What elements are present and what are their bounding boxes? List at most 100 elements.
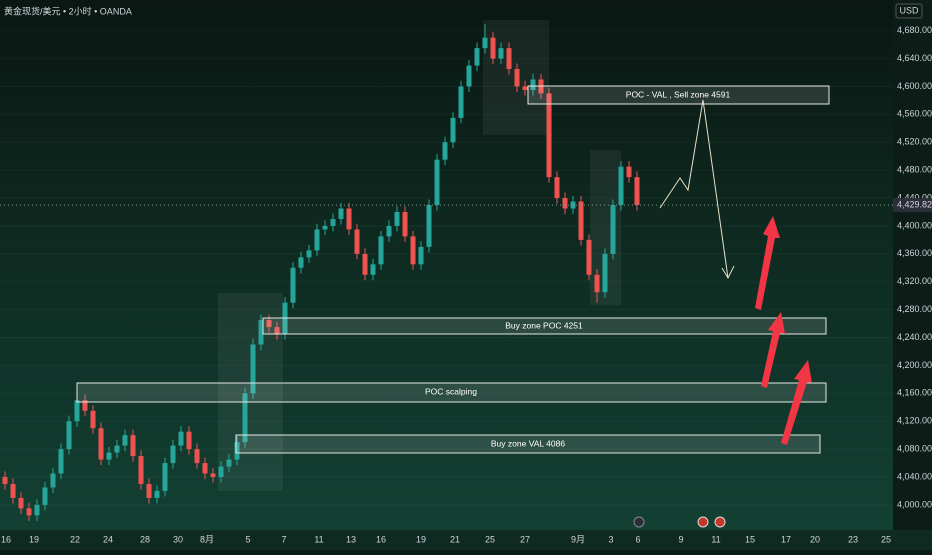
candle-body [202,463,208,474]
candle-body [394,212,400,226]
candle-body [418,246,424,265]
candle-body [506,48,512,70]
x-tick-label: 16 [1,534,11,544]
x-tick-label: 11 [711,534,720,544]
x-tick-label: 23 [848,534,858,544]
event-icon[interactable] [633,516,645,528]
candle-body [346,208,352,230]
candle-body [146,483,152,498]
y-tick-label: 4,160.000 [897,388,932,398]
candle-body [18,497,24,509]
x-tick-label: 22 [70,534,80,544]
candle-body [554,177,560,199]
candle-body [610,205,616,254]
scalping-zone[interactable] [76,382,827,403]
candle-body [218,466,224,477]
candle-body [298,257,304,268]
y-tick-label: 4,600.000 [897,81,932,91]
y-tick-label: 4,080.000 [897,443,932,453]
y-tick-label: 4,440.000 [897,192,932,202]
zone-label: Buy zone POC 4251 [505,320,583,330]
candle-body [58,449,64,474]
candle-body [242,393,248,443]
candle-body [426,205,432,247]
candle-body [450,117,456,143]
candle-body [514,69,520,87]
candle-body [546,93,552,178]
y-tick-label: 4,240.000 [897,332,932,342]
y-tick-label: 4,520.000 [897,137,932,147]
candle-body [66,421,72,450]
candle-body [82,400,88,411]
x-tick-label: 20 [810,534,820,544]
candle-body [434,159,440,206]
x-tick-label: 19 [416,534,426,544]
y-tick-label: 4,560.000 [897,109,932,119]
event-icons [633,516,726,528]
y-tick-label: 4,000.000 [897,499,932,509]
currency: USD [899,5,919,15]
x-tick-label: 21 [450,534,460,544]
y-tick-label: 4,640.000 [897,53,932,63]
event-icon[interactable] [697,516,709,528]
x-tick-label: 6 [635,534,640,544]
candle-body [498,48,504,59]
x-tick-label: 28 [140,534,150,544]
candle-body [586,239,592,275]
x-tick-label: 11 [314,534,323,544]
x-tick-label: 5 [245,534,250,544]
candle-body [338,208,344,219]
x-tick-label: 25 [485,534,495,544]
y-tick-label: 4,280.000 [897,304,932,314]
candle-body [178,431,184,446]
candle-body [138,456,144,484]
sell-zone[interactable] [527,85,830,105]
candle-body [378,236,384,265]
candle-body [618,166,624,206]
x-tick-label: 16 [376,534,386,544]
x-tick-label: 8月 [200,534,214,544]
candle-body [458,86,464,118]
candle-body [578,201,584,240]
candle-body [490,37,496,59]
candle-body [10,483,16,498]
candle-body [170,445,176,464]
candle-body [626,166,632,178]
x-tick-label: 24 [103,534,113,544]
candle-body [226,459,232,467]
x-tick-label: 7 [281,534,286,544]
y-tick-label: 4,360.000 [897,248,932,258]
x-tick-label: 3 [608,534,613,544]
current-price-label: 4,429.825 [897,200,932,210]
candle-body [98,428,104,460]
x-tick-label: 25 [881,534,891,544]
candle-body [482,37,488,49]
candle-body [210,473,216,477]
candle-body [322,225,328,230]
candle-body [42,487,48,505]
current-price-tag [893,198,932,213]
candle-body [50,473,56,488]
candle-body [274,327,280,335]
event-icon[interactable] [714,516,726,528]
candle-body [290,267,296,303]
buy-zone[interactable] [262,317,827,335]
candle-body [522,86,528,90]
candle-body [370,264,376,275]
y-tick-label: 4,200.000 [897,360,932,370]
x-tick-label: 15 [745,534,755,544]
arrows [755,216,812,445]
up-arrow [755,216,780,310]
x-tick-label: 19 [29,534,39,544]
candle-body [442,142,448,160]
x-tick-label: 27 [520,534,530,544]
candle-body [234,442,240,460]
x-tick-label: 9 [678,534,683,544]
candle-body [186,431,192,450]
time-axis [0,530,932,550]
x-tick-label: 17 [781,534,791,544]
buy-zone[interactable] [235,434,821,454]
y-tick-label: 4,480.000 [897,165,932,175]
currency-box[interactable] [895,3,923,19]
